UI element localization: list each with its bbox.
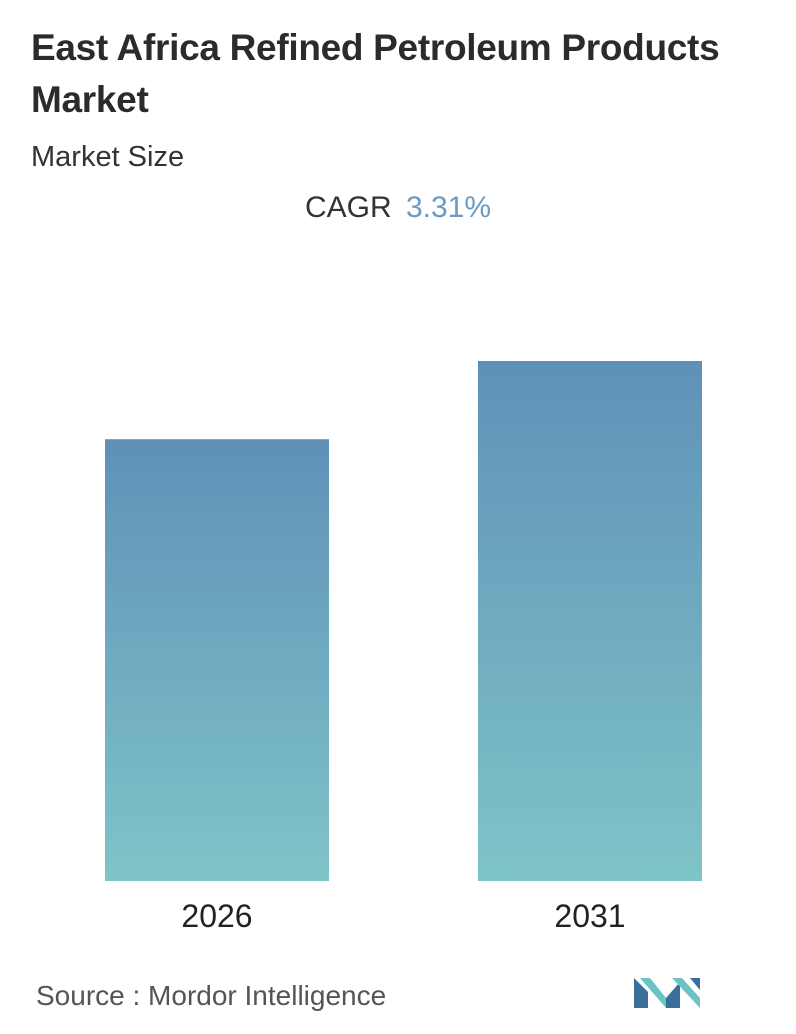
chart-subtitle: Market Size bbox=[31, 141, 185, 173]
bar-2031 bbox=[478, 361, 702, 881]
cagr-label: CAGR bbox=[304, 191, 392, 224]
x-tick-labels: 2026 2031 bbox=[181, 898, 625, 934]
source-note: Source : Mordor Intelligence bbox=[36, 980, 387, 1011]
mordor-intelligence-logo bbox=[634, 978, 700, 1008]
x-tick-label-2031: 2031 bbox=[554, 898, 625, 934]
cagr-value: 3.31% bbox=[405, 191, 492, 224]
bar-chart: 2026 2031 bbox=[105, 361, 702, 934]
bar-2026 bbox=[105, 439, 329, 881]
chart-title: East Africa Refined Petroleum Products M… bbox=[31, 27, 720, 120]
x-tick-label-2026: 2026 bbox=[181, 898, 252, 934]
cagr-readout: CAGR 3.31% bbox=[0, 188, 796, 228]
bars-layer bbox=[105, 361, 702, 881]
